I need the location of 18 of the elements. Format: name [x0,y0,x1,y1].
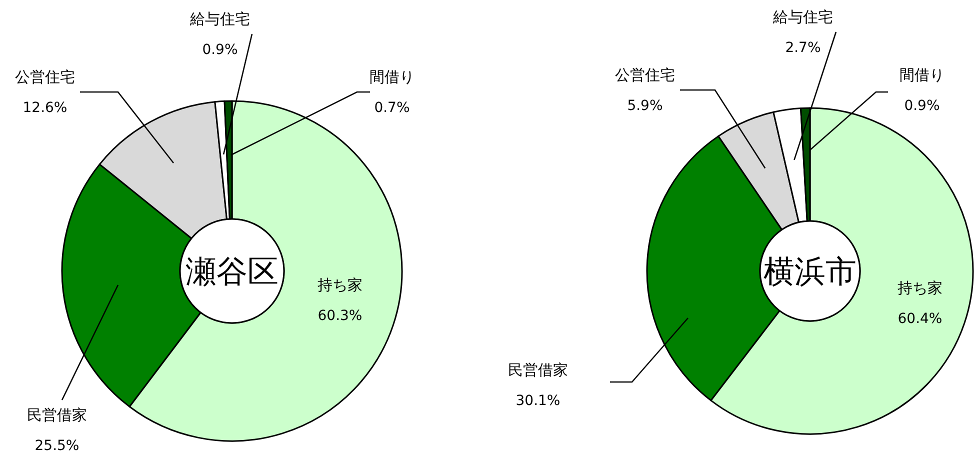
data-label: 12.6% [22,100,68,116]
text: 横浜市 [764,254,856,290]
slice-label: 間借り [370,68,414,86]
slice-label: 間借り [900,66,944,84]
data-label: 5.9% [627,98,663,114]
data-label: 0.9% [904,98,940,114]
data-label: 0.9% [202,42,238,58]
data-label: 0.7% [374,100,410,116]
slice-label: 民営借家 [27,406,87,424]
data-label: 2.7% [785,40,821,56]
slice-label: 給与住宅 [772,8,833,26]
slice-label: 公営住宅 [15,68,75,86]
slice-label: 公営住宅 [615,66,675,84]
data-label: 30.1% [516,393,560,409]
slice-label: 民営借家 [508,361,568,379]
data-label: 25.5% [34,438,80,454]
slice-label: 給与住宅 [189,10,250,28]
text: 瀬谷区 [186,254,278,290]
